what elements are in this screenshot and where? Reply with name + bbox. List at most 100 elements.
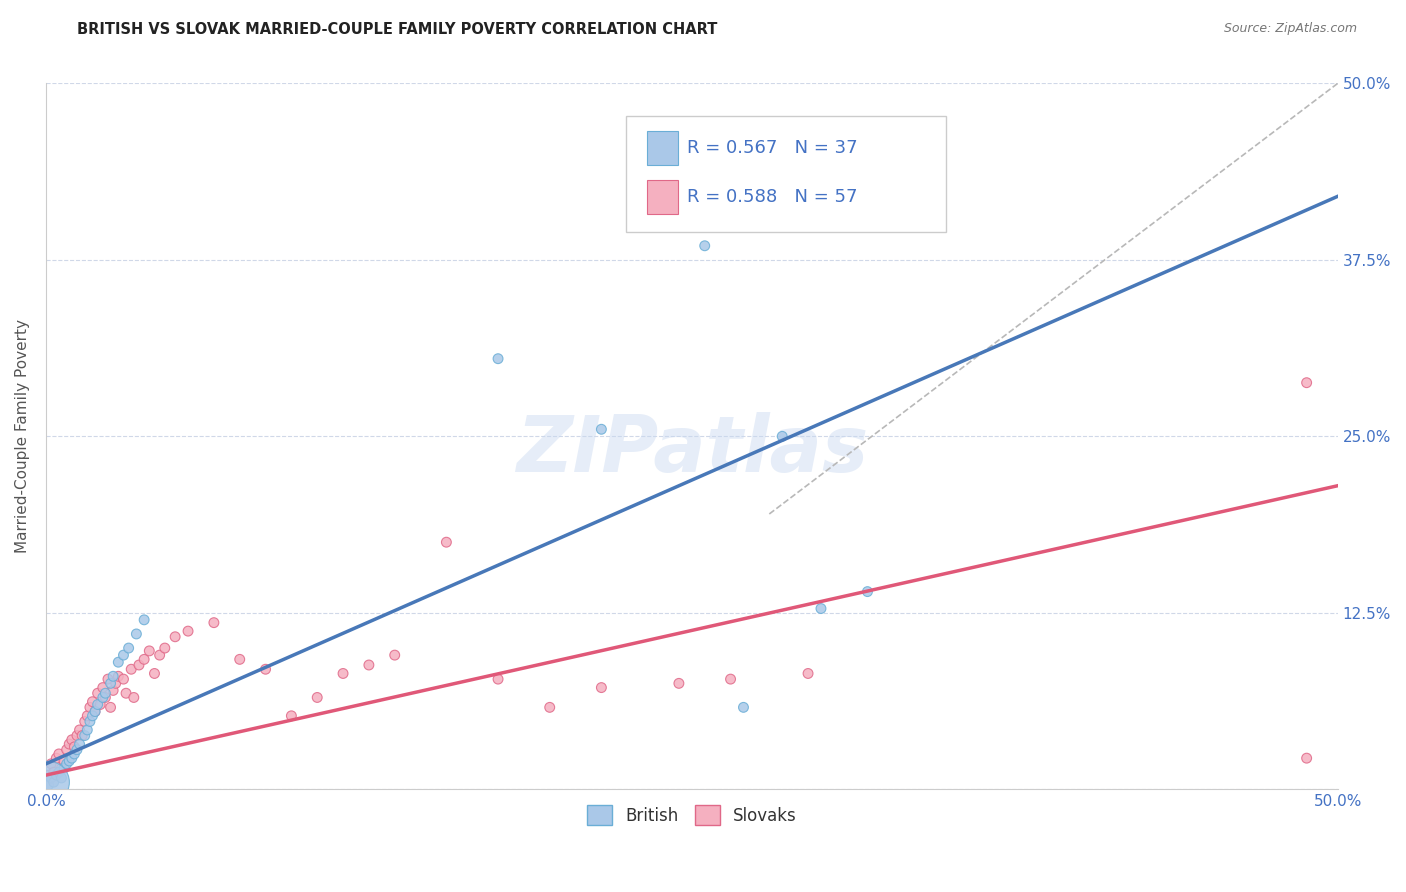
Point (134, 613, 156, 627)
Point (149, 648, 172, 662)
Point (60, 732, 83, 747)
Legend: British, Slovaks: British, Slovaks (578, 797, 806, 834)
Point (143, 666, 166, 681)
Point (112, 648, 135, 662)
Point (42, 775, 65, 789)
Point (45, 751, 67, 765)
Point (76, 708, 98, 723)
Y-axis label: Married-Couple Family Poverty: Married-Couple Family Poverty (15, 319, 30, 553)
Point (42, 765, 65, 780)
Text: BRITISH VS SLOVAK MARRIED-COUPLE FAMILY POVERTY CORRELATION CHART: BRITISH VS SLOVAK MARRIED-COUPLE FAMILY … (77, 22, 717, 37)
Point (69, 723, 91, 737)
Point (51, 771, 73, 785)
Point (134, 652, 156, 666)
Point (86, 686, 108, 700)
Point (73, 729, 96, 743)
Point (165, 630, 187, 644)
Text: R = 0.567   N = 37: R = 0.567 N = 37 (688, 139, 858, 158)
Point (770, 429, 793, 443)
Point (117, 641, 139, 656)
Point (810, 601, 832, 615)
Point (115, 686, 138, 700)
Point (76, 723, 98, 737)
Point (82, 708, 104, 723)
Point (733, 700, 755, 714)
Point (357, 658, 380, 673)
Point (228, 652, 250, 666)
Point (668, 196, 690, 211)
Point (177, 624, 200, 639)
Point (120, 662, 142, 676)
Point (538, 700, 561, 714)
Point (107, 655, 129, 669)
Point (128, 658, 150, 673)
Point (53, 761, 76, 775)
Point (856, 584, 879, 599)
Point (91, 681, 114, 695)
Point (307, 690, 329, 705)
Point (69, 737, 91, 751)
Text: Source: ZipAtlas.com: Source: ZipAtlas.com (1223, 22, 1357, 36)
Point (66, 729, 89, 743)
Text: R = 0.588   N = 57: R = 0.588 N = 57 (688, 188, 858, 206)
Point (89, 698, 111, 712)
Point (55, 756, 77, 771)
Point (101, 669, 124, 683)
Point (101, 683, 124, 698)
Point (1295, 376, 1317, 390)
Point (720, 672, 742, 686)
Point (73, 714, 96, 729)
Point (125, 627, 148, 641)
Point (138, 644, 160, 658)
Point (39, 756, 62, 771)
Point (58, 754, 80, 768)
Point (66, 742, 89, 756)
Point (797, 666, 820, 681)
Point (1295, 751, 1317, 765)
Point (100, 700, 122, 714)
Point (38, 768, 60, 782)
Point (153, 641, 176, 656)
Point (38, 778, 60, 792)
Point (486, 672, 509, 686)
Point (82, 695, 104, 709)
Point (486, 351, 509, 366)
Point (94, 686, 117, 700)
Point (38, 775, 60, 789)
Point (53, 754, 76, 768)
Point (91, 690, 114, 705)
Point (79, 714, 101, 729)
Point (668, 676, 690, 690)
Point (332, 666, 354, 681)
Point (60, 751, 83, 765)
Point (591, 422, 613, 436)
Point (591, 681, 613, 695)
Point (51, 761, 73, 775)
Point (70, 729, 93, 743)
Text: ZIPatlas: ZIPatlas (516, 412, 868, 489)
Point (84, 705, 107, 719)
Point (79, 700, 101, 714)
Point (104, 676, 127, 690)
Point (48, 765, 70, 780)
Point (100, 676, 122, 690)
Point (254, 662, 277, 676)
Point (107, 669, 129, 683)
Point (63, 747, 86, 761)
Point (94, 690, 117, 705)
Point (280, 708, 302, 723)
Point (202, 615, 225, 630)
Point (693, 239, 716, 253)
Point (39, 771, 62, 785)
Point (58, 737, 80, 751)
Point (97, 672, 120, 686)
Point (55, 742, 77, 756)
Point (384, 648, 406, 662)
Point (122, 690, 145, 705)
Point (112, 672, 135, 686)
Point (434, 535, 457, 549)
Point (45, 768, 67, 782)
Point (86, 698, 108, 712)
Point (63, 739, 86, 754)
Point (84, 705, 107, 719)
